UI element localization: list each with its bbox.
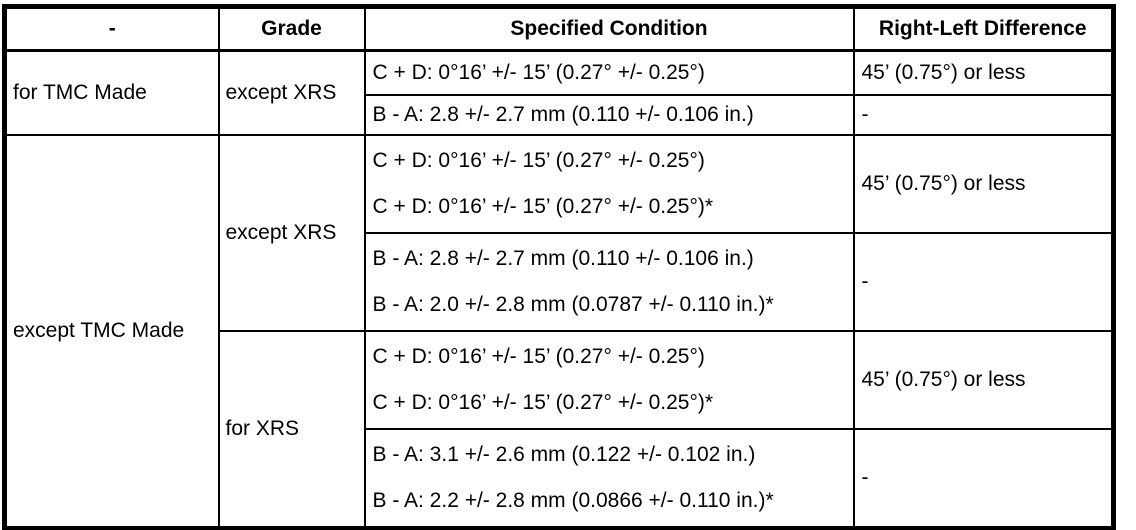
condition-line: C + D: 0°16’ +/- 15’ (0.27° +/- 0.25°)* bbox=[372, 390, 714, 414]
table-row: for XRS C + D: 0°16’ +/- 15’ (0.27° +/- … bbox=[5, 329, 1115, 529]
table-row: B - A: 2.8 +/- 2.7 mm (0.110 +/- 0.106 i… bbox=[5, 231, 1115, 332]
cell-difference: 45’ (0.75°) or less bbox=[852, 49, 1115, 96]
condition-line: C + D: 0°16’ +/- 15’ (0.27° +/- 0.25°) bbox=[372, 148, 705, 172]
cell-difference: 45’ (0.75°) or less bbox=[852, 133, 1115, 234]
col-header-grade: Grade bbox=[217, 5, 366, 52]
condition-stack: B - A: 2.8 +/- 2.7 mm (0.110 +/- 0.106 i… bbox=[373, 236, 849, 328]
cell-condition: C + D: 0°16’ +/- 15’ (0.27° +/- 0.25°) C… bbox=[363, 329, 855, 430]
cell-grade-except-xrs: except XRS bbox=[217, 49, 366, 136]
condition-line: B - A: 2.2 +/- 2.8 mm (0.0866 +/- 0.110 … bbox=[372, 488, 774, 512]
cell-difference: - bbox=[852, 93, 1115, 136]
table-row: for TMC Made except XRS C + D: 0°16’ +/-… bbox=[3, 49, 1115, 136]
condition-stack: C + D: 0°16’ +/- 15’ (0.27° +/- 0.25°) C… bbox=[373, 138, 849, 230]
col-header-right-left-difference: Right-Left Difference bbox=[852, 5, 1115, 52]
col-header-dash: - bbox=[3, 5, 220, 52]
condition-stack: C + D: 0°16’ +/- 15’ (0.27° +/- 0.25°) C… bbox=[373, 334, 849, 426]
header-row: - Grade Specified Condition Right-Left D… bbox=[3, 5, 1115, 52]
condition-stack: B - A: 3.1 +/- 2.6 mm (0.122 +/- 0.102 i… bbox=[373, 432, 849, 524]
condition-line: B - A: 2.0 +/- 2.8 mm (0.0787 +/- 0.110 … bbox=[372, 292, 774, 316]
cell-condition: B - A: 3.1 +/- 2.6 mm (0.122 +/- 0.102 i… bbox=[363, 427, 855, 529]
cell-condition: B - A: 2.8 +/- 2.7 mm (0.110 +/- 0.106 i… bbox=[363, 93, 855, 136]
condition-line: C + D: 0°16’ +/- 15’ (0.27° +/- 0.25°)* bbox=[372, 194, 714, 218]
table-row: B - A: 2.8 +/- 2.7 mm (0.110 +/- 0.106 i… bbox=[5, 93, 1115, 136]
cell-condition: B - A: 2.8 +/- 2.7 mm (0.110 +/- 0.106 i… bbox=[363, 231, 855, 332]
table-row: B - A: 3.1 +/- 2.6 mm (0.122 +/- 0.102 i… bbox=[5, 427, 1115, 529]
cell-grade-except-xrs: except XRS bbox=[217, 133, 366, 332]
specified-condition-table: - Grade Specified Condition Right-Left D… bbox=[2, 4, 1116, 530]
cell-difference: - bbox=[852, 231, 1115, 332]
condition-line: B - A: 2.8 +/- 2.7 mm (0.110 +/- 0.106 i… bbox=[372, 246, 754, 270]
cell-difference: - bbox=[852, 427, 1115, 529]
cell-grade-for-xrs: for XRS bbox=[217, 329, 366, 529]
condition-line: B - A: 3.1 +/- 2.6 mm (0.122 +/- 0.102 i… bbox=[372, 442, 756, 466]
table-row: except TMC Made except XRS C + D: 0°16’ … bbox=[3, 133, 1115, 529]
condition-line: C + D: 0°16’ +/- 15’ (0.27° +/- 0.25°) bbox=[372, 344, 705, 368]
cell-condition: C + D: 0°16’ +/- 15’ (0.27° +/- 0.25°) C… bbox=[363, 133, 855, 234]
cell-condition: C + D: 0°16’ +/- 15’ (0.27° +/- 0.25°) bbox=[363, 49, 855, 96]
cell-made-except-tmc: except TMC Made bbox=[3, 133, 220, 529]
col-header-specified-condition: Specified Condition bbox=[363, 5, 855, 52]
cell-made-for-tmc: for TMC Made bbox=[3, 49, 220, 136]
cell-difference: 45’ (0.75°) or less bbox=[852, 329, 1115, 430]
